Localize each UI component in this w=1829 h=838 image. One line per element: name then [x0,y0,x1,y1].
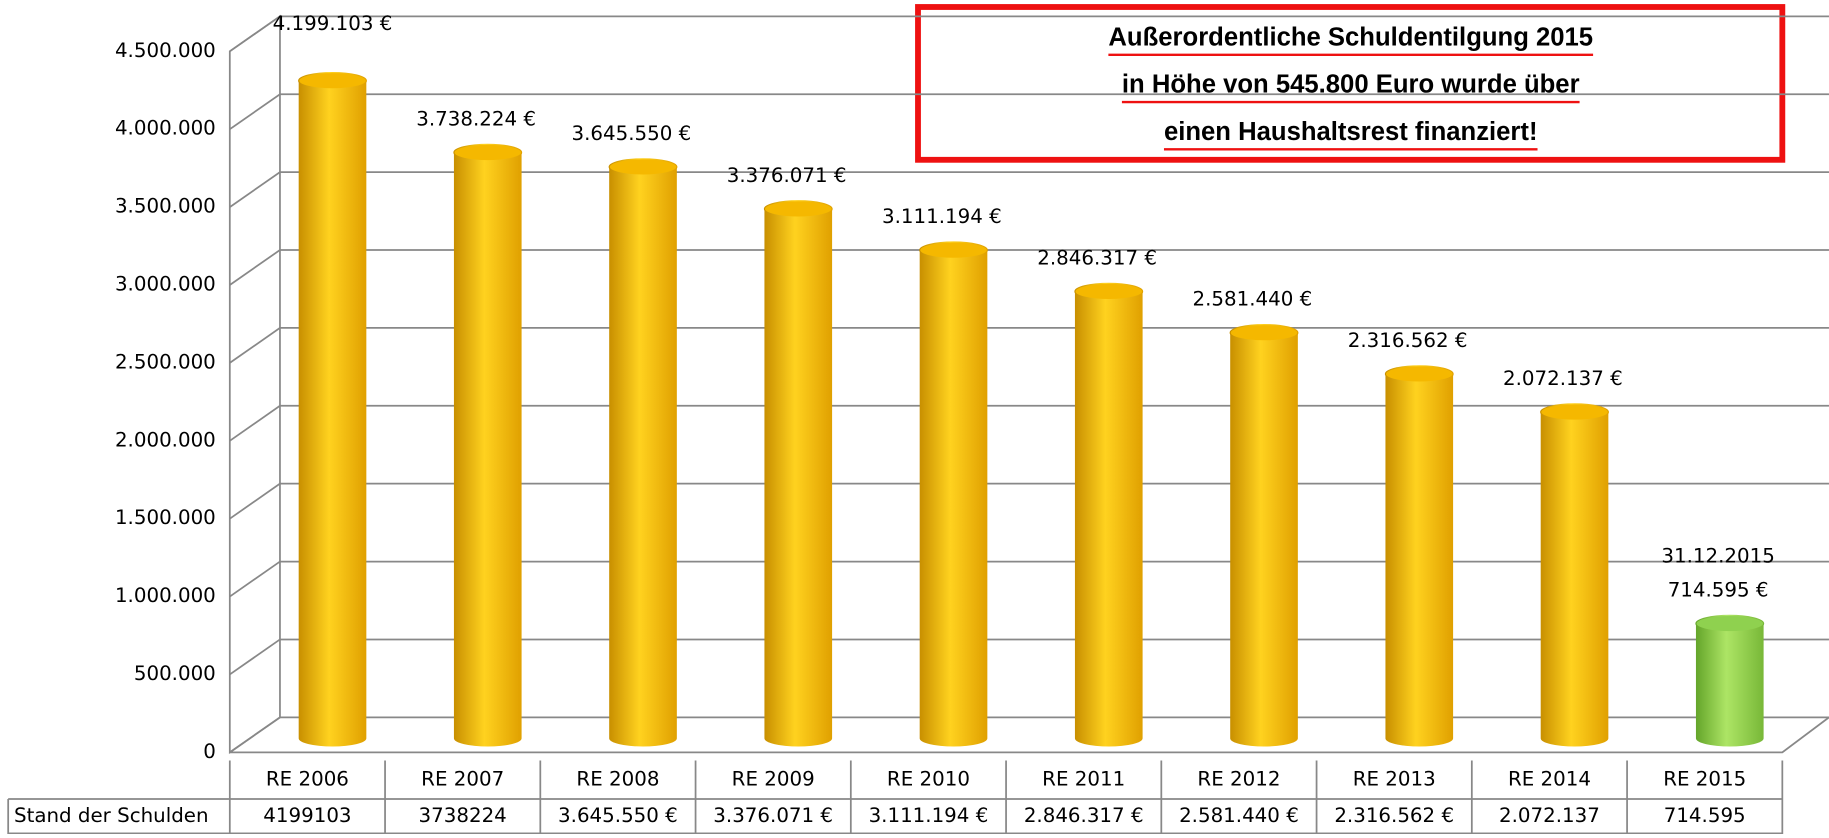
grid-line [229,638,1829,676]
table-cell: 3.111.194 € [869,804,989,827]
bar-top [1540,403,1609,421]
data-label: 2.072.137 € [1503,367,1623,390]
y-tick-label: 0 [203,740,216,763]
x-tick-label: RE 2010 [887,767,970,790]
callout-box [915,4,1786,163]
bar [609,166,677,747]
x-tick-label: RE 2008 [576,767,659,790]
bar [1385,373,1454,747]
bar-top [1074,282,1144,301]
grid-line [229,15,1829,53]
data-label: 3.738.224 € [416,107,536,130]
x-tick-label: RE 2012 [1197,767,1280,790]
callout-text: einen Haushaltsrest finanziert! [1164,118,1538,146]
grid-line [229,560,1829,598]
callout-text: in Höhe von 545.800 Euro wurde über [1122,71,1580,99]
table-cell: 3.645.550 € [558,804,678,827]
x-tick-label: RE 2014 [1508,767,1591,790]
callout-text: Außerordentliche Schuldentilgung 2015 [1108,23,1593,51]
floor [229,716,1829,754]
y-tick-label: 3.000.000 [115,272,216,295]
data-label: 2.316.562 € [1348,329,1468,352]
x-tick-label: RE 2006 [266,767,349,790]
x-tick-label: RE 2009 [732,767,815,790]
bar-top [453,143,523,162]
table-cell: 2.846.317 € [1024,804,1144,827]
data-label: 3.376.071 € [727,164,847,187]
bar [764,208,833,747]
x-tick-label: RE 2015 [1663,767,1746,790]
bar-top [1695,614,1765,633]
table-row-label: Stand der Schulden [14,804,209,827]
y-tick-label: 2.500.000 [115,350,216,373]
x-tick-label: RE 2013 [1353,767,1436,790]
bar-top [919,241,988,259]
grid-line [229,716,1829,754]
data-label: 4.199.103 € [273,12,393,35]
bar [1230,332,1298,747]
table-cell: 3.376.071 € [713,804,833,827]
y-tick-label: 1.500.000 [115,506,216,529]
bar-top [1229,323,1299,342]
table-cell: 2.581.440 € [1179,804,1299,827]
bar [298,80,367,747]
table-cell: 2.316.562 € [1334,804,1454,827]
data-label: 714.595 € [1668,578,1769,601]
grid-line [229,404,1829,442]
table-grid [7,760,1784,835]
date-label: 31.12.2015 [1661,545,1774,568]
bar [453,152,522,747]
table-cell: 4199103 [263,804,351,827]
table-cell: 714.595 [1664,804,1746,827]
y-tick-label: 4.500.000 [115,39,216,62]
x-tick-label: RE 2011 [1042,767,1125,790]
y-tick-label: 2.000.000 [115,428,216,451]
bar [1074,291,1143,747]
table-cell: 2.072.137 [1499,804,1600,827]
bar-top [608,158,678,176]
bar-top [298,71,367,90]
grid-line [229,93,1829,130]
grid-line [229,482,1829,520]
x-tick-label: RE 2007 [421,767,504,790]
bar-top [1384,365,1454,383]
y-tick-label: 4.000.000 [115,117,216,140]
bar [1540,412,1609,747]
data-label: 3.645.550 € [571,122,691,145]
grid-line [229,249,1829,286]
bar [1695,623,1764,747]
y-tick-label: 500.000 [134,662,216,685]
table-cell: 3738224 [419,804,507,827]
y-tick-label: 3.500.000 [115,195,216,218]
data-label: 3.111.194 € [882,205,1002,228]
y-tick-label: 1.000.000 [115,584,216,607]
grid-line [229,327,1829,364]
data-label: 2.846.317 € [1037,246,1157,269]
data-label: 2.581.440 € [1192,288,1312,311]
back-wall [228,14,281,755]
bar [919,250,988,747]
bar-top [763,200,833,218]
grid-line [229,171,1829,208]
